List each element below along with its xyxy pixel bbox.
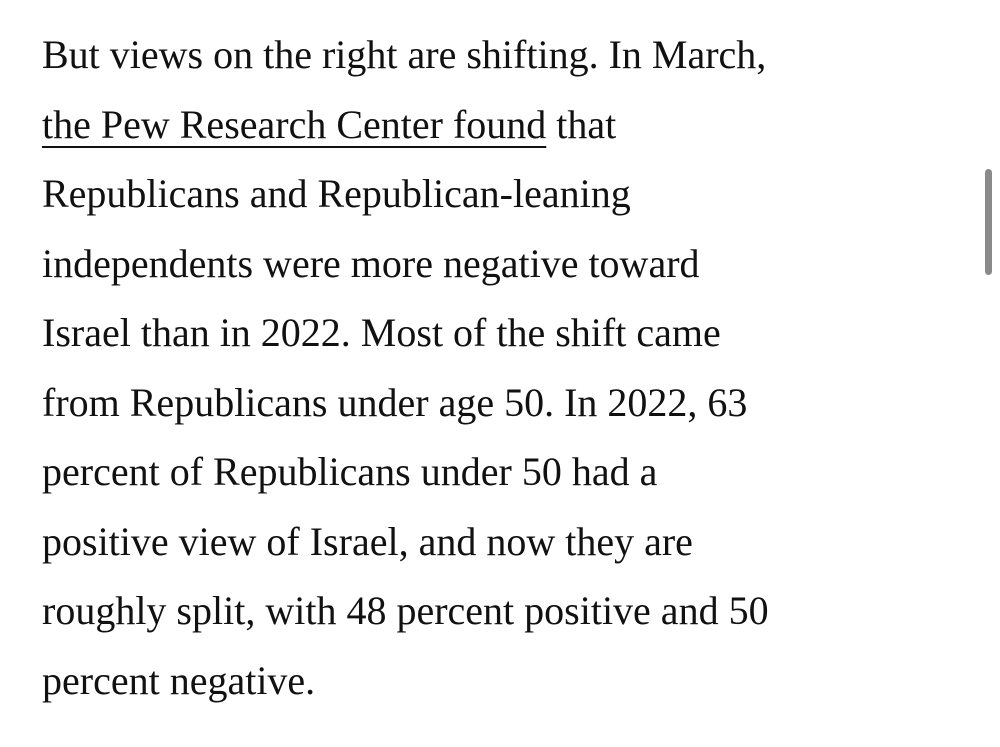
- paragraph-line: from Republicans under age 50. In 2022, …: [42, 379, 748, 425]
- paragraph-line: independents were more negative toward: [42, 240, 700, 286]
- pew-research-link[interactable]: the Pew Research Center found: [42, 101, 547, 147]
- paragraph-line: the Pew Research Center found that: [42, 90, 942, 160]
- paragraph-text: that: [546, 101, 617, 147]
- scrollbar-thumb[interactable]: [985, 169, 992, 275]
- paragraph-line: percent negative.: [42, 657, 316, 703]
- paragraph-line: But views on the right are shifting. In …: [42, 32, 767, 77]
- paragraph-line: Republicans and Republican-leaning: [42, 171, 631, 216]
- paragraph-line: Israel than in 2022. Most of the shift c…: [42, 310, 721, 355]
- paragraph-line: positive view of Israel, and now they ar…: [42, 518, 693, 564]
- article-paragraph: But views on the right are shifting. In …: [42, 20, 942, 715]
- paragraph-line: roughly split, with 48 percent positive …: [42, 588, 769, 633]
- paragraph-line: percent of Republicans under 50 had a: [42, 449, 658, 494]
